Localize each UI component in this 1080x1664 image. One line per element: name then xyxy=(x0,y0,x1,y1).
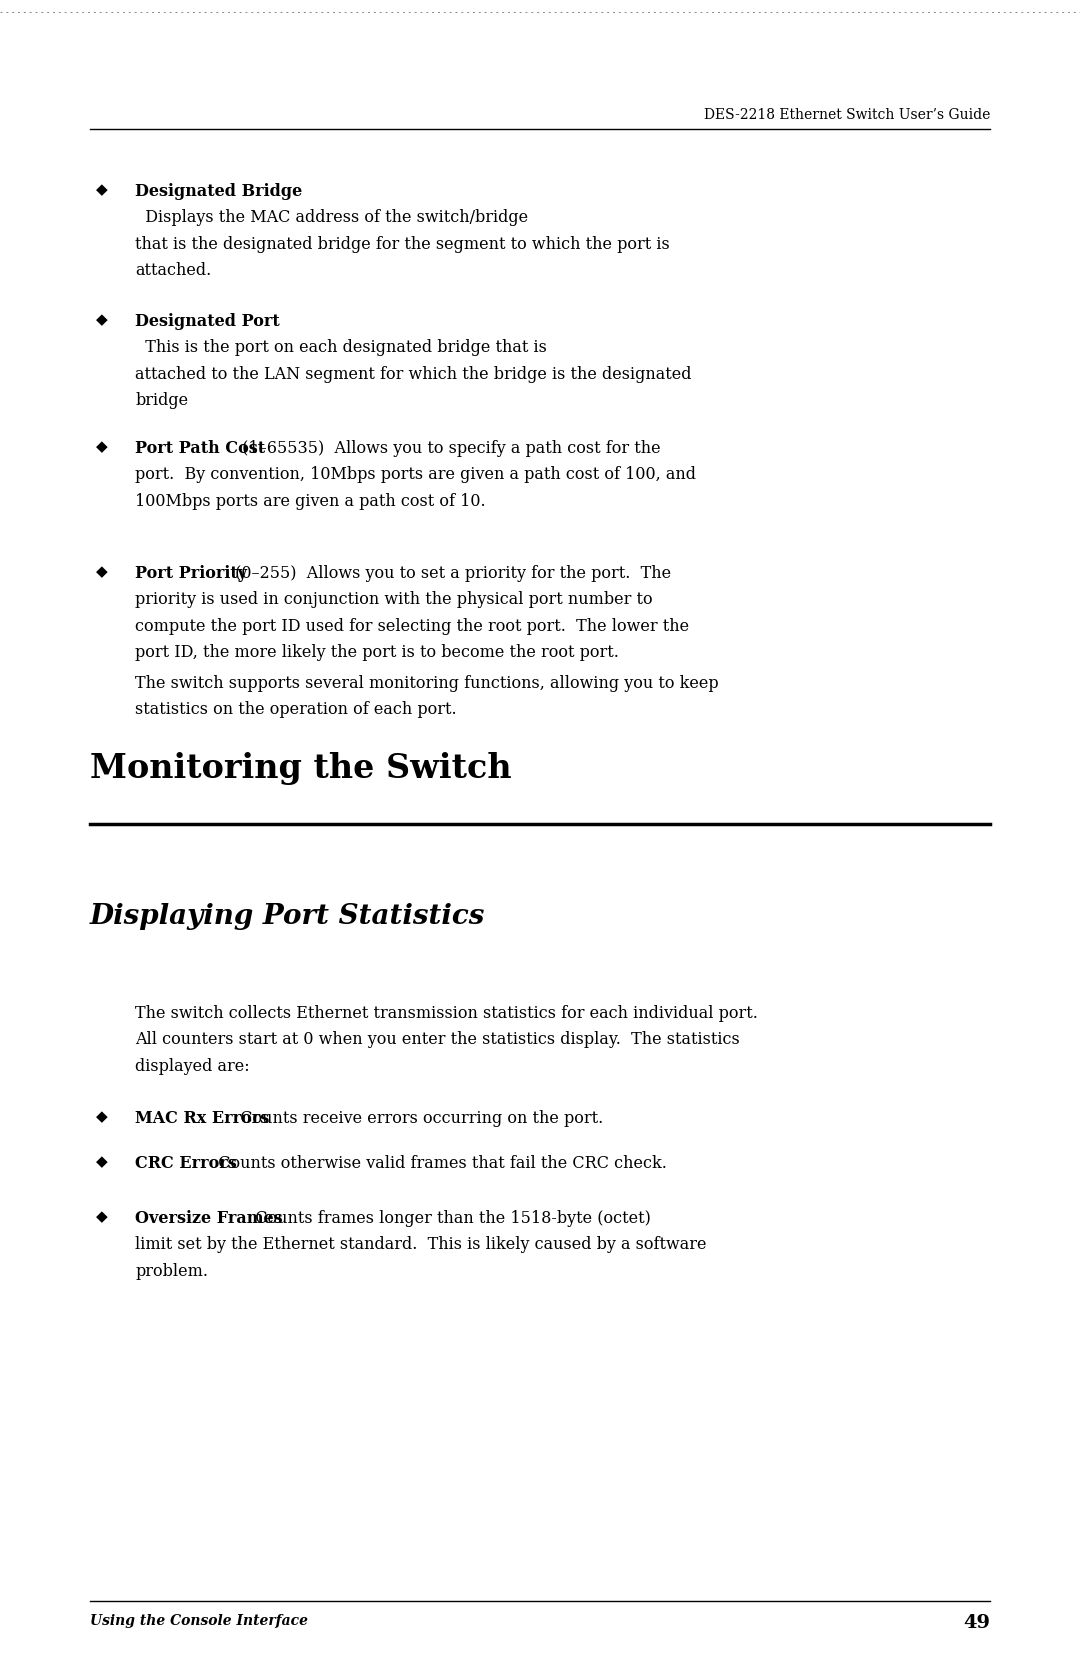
Text: ◆: ◆ xyxy=(96,564,108,579)
Text: attached.: attached. xyxy=(135,263,212,280)
Text: statistics on the operation of each port.: statistics on the operation of each port… xyxy=(135,701,457,719)
Text: Counts otherwise valid frames that fail the CRC check.: Counts otherwise valid frames that fail … xyxy=(208,1155,666,1171)
Text: port ID, the more likely the port is to become the root port.: port ID, the more likely the port is to … xyxy=(135,644,619,661)
Text: bridge: bridge xyxy=(135,393,188,409)
Text: The switch supports several monitoring functions, allowing you to keep: The switch supports several monitoring f… xyxy=(135,674,718,692)
Text: Designated Bridge: Designated Bridge xyxy=(135,183,302,200)
Text: DES-2218 Ethernet Switch User’s Guide: DES-2218 Ethernet Switch User’s Guide xyxy=(704,108,990,121)
Text: displayed are:: displayed are: xyxy=(135,1057,249,1075)
Text: ◆: ◆ xyxy=(96,1110,108,1123)
Text: MAC Rx Errors: MAC Rx Errors xyxy=(135,1110,269,1127)
Text: Counts frames longer than the 1518-byte (octet): Counts frames longer than the 1518-byte … xyxy=(244,1210,650,1226)
Text: Port Path Cost: Port Path Cost xyxy=(135,439,265,456)
Text: Designated Port: Designated Port xyxy=(135,313,280,329)
Text: 49: 49 xyxy=(963,1612,990,1631)
Text: port.  By convention, 10Mbps ports are given a path cost of 100, and: port. By convention, 10Mbps ports are gi… xyxy=(135,466,696,483)
Text: ◆: ◆ xyxy=(96,1155,108,1168)
Text: ◆: ◆ xyxy=(96,183,108,196)
Text: problem.: problem. xyxy=(135,1263,208,1280)
Text: ◆: ◆ xyxy=(96,1210,108,1223)
Text: Oversize Frames: Oversize Frames xyxy=(135,1210,283,1226)
Text: 100Mbps ports are given a path cost of 10.: 100Mbps ports are given a path cost of 1… xyxy=(135,493,486,509)
Text: ◆: ◆ xyxy=(96,313,108,326)
Text: Using the Console Interface: Using the Console Interface xyxy=(90,1612,308,1627)
Text: The switch collects Ethernet transmission statistics for each individual port.: The switch collects Ethernet transmissio… xyxy=(135,1005,758,1022)
Text: CRC Errors: CRC Errors xyxy=(135,1155,237,1171)
Text: Displaying Port Statistics: Displaying Port Statistics xyxy=(90,902,485,930)
Text: Counts receive errors occurring on the port.: Counts receive errors occurring on the p… xyxy=(230,1110,603,1127)
Text: ◆: ◆ xyxy=(96,439,108,454)
Text: attached to the LAN segment for which the bridge is the designated: attached to the LAN segment for which th… xyxy=(135,366,691,383)
Text: priority is used in conjunction with the physical port number to: priority is used in conjunction with the… xyxy=(135,591,652,607)
Text: Displays the MAC address of the switch/bridge: Displays the MAC address of the switch/b… xyxy=(135,210,528,226)
Text: (0–255)  Allows you to set a priority for the port.  The: (0–255) Allows you to set a priority for… xyxy=(230,564,671,582)
Text: (1–65535)  Allows you to specify a path cost for the: (1–65535) Allows you to specify a path c… xyxy=(238,439,661,456)
Text: that is the designated bridge for the segment to which the port is: that is the designated bridge for the se… xyxy=(135,236,670,253)
Text: limit set by the Ethernet standard.  This is likely caused by a software: limit set by the Ethernet standard. This… xyxy=(135,1236,706,1253)
Text: compute the port ID used for selecting the root port.  The lower the: compute the port ID used for selecting t… xyxy=(135,617,689,634)
Text: Monitoring the Switch: Monitoring the Switch xyxy=(90,752,512,784)
Text: This is the port on each designated bridge that is: This is the port on each designated brid… xyxy=(135,339,546,356)
Text: Port Priority: Port Priority xyxy=(135,564,247,582)
Text: All counters start at 0 when you enter the statistics display.  The statistics: All counters start at 0 when you enter t… xyxy=(135,1032,740,1048)
